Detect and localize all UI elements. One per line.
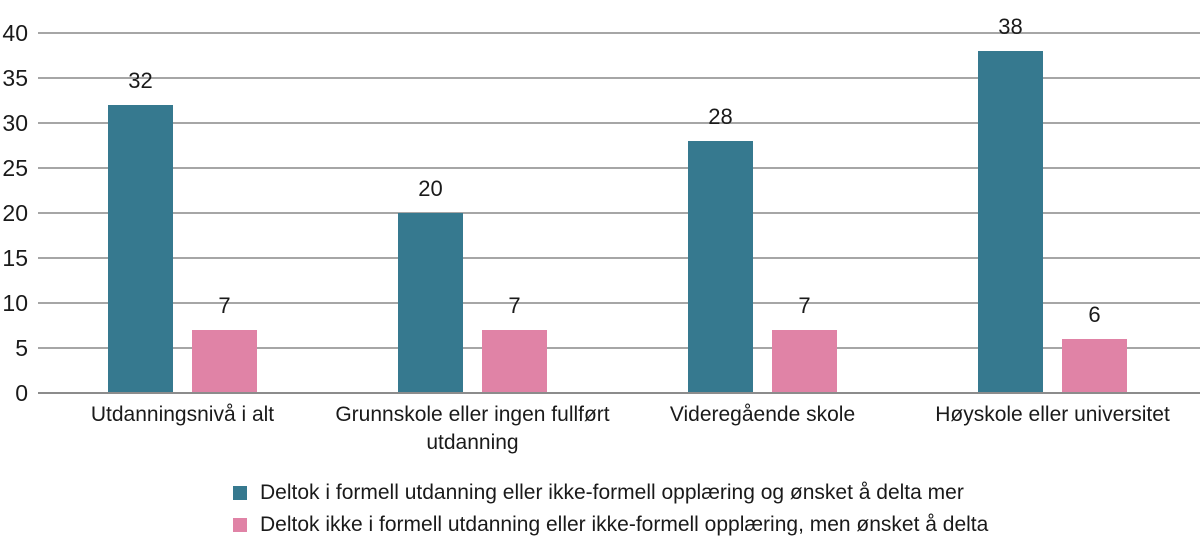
bar-series-0-group-2	[688, 141, 753, 393]
bar-series-1-group-3	[1062, 339, 1127, 393]
bar-value-label: 7	[508, 293, 521, 318]
bar-series-1-group-2	[772, 330, 837, 393]
bar-value-label: 28	[708, 104, 733, 129]
plot-area: 0 5 10 15 20 25 30 35 40 32 20 28 38 7 7 7 6	[2, 14, 1200, 405]
gridline-y-25	[38, 167, 1200, 169]
category-label-0: Utdanningsnivå i alt	[90, 403, 275, 426]
legend-label: Deltok i formell utdanning eller ikke-fo…	[260, 481, 964, 504]
gridline-y-40	[38, 32, 1200, 34]
category-label-1: Grunnskole eller ingen fullført utdannin…	[335, 403, 610, 454]
legend-swatch-icon	[233, 486, 247, 500]
bar-value-label: 20	[418, 176, 443, 201]
gridline-y-5	[38, 347, 1200, 349]
legend-row-1: Deltok ikke i formell utdanning eller ik…	[233, 509, 988, 541]
bar-value-label: 7	[798, 293, 811, 318]
bar-value-label: 38	[998, 14, 1023, 39]
y-tick-label-35: 35	[2, 65, 28, 91]
y-tick-label-5: 5	[15, 335, 28, 361]
y-tick-label-25: 25	[2, 155, 28, 181]
category-label-3: Høyskole eller universitet	[935, 403, 1170, 426]
legend-label: Deltok ikke i formell utdanning eller ik…	[260, 513, 989, 536]
bar-series-0-group-0	[108, 105, 173, 393]
y-tick-label-30: 30	[2, 110, 28, 136]
y-tick-label-40: 40	[2, 20, 28, 46]
gridline-y-20	[38, 212, 1200, 214]
bar-series-1-group-0	[192, 330, 257, 393]
gridline-y-10	[38, 302, 1200, 304]
y-tick-label-20: 20	[2, 200, 28, 226]
x-axis-line	[38, 392, 1200, 394]
bar-series-0-group-3	[978, 51, 1043, 393]
y-tick-label-10: 10	[2, 290, 28, 316]
category-label-2: Videregående skole	[669, 403, 856, 426]
bar-series-0-group-1	[398, 213, 463, 393]
legend: Deltok i formell utdanning eller ikke-fo…	[233, 477, 988, 541]
legend-row-0: Deltok i formell utdanning eller ikke-fo…	[233, 477, 988, 509]
bar-value-label: 32	[128, 68, 153, 93]
bar-series-1-group-1	[482, 330, 547, 393]
y-tick-label-15: 15	[2, 245, 28, 271]
bar-value-label: 7	[218, 293, 231, 318]
y-tick-label-0: 0	[15, 380, 28, 406]
gridline-y-30	[38, 122, 1200, 124]
gridline-y-15	[38, 257, 1200, 259]
legend-swatch-icon	[233, 518, 247, 532]
bar-value-label: 6	[1088, 302, 1101, 327]
gridline-y-35	[38, 77, 1200, 79]
